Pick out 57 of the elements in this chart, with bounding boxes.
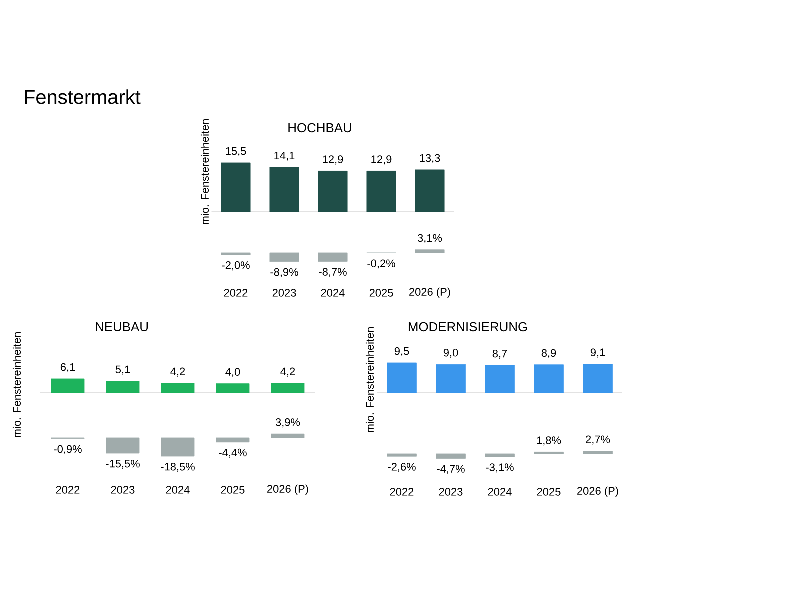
x-tick-label: 2025 bbox=[221, 486, 245, 494]
x-tick-label: 2023 bbox=[111, 486, 135, 494]
data-label: -18,5% bbox=[161, 463, 195, 472]
bar bbox=[270, 167, 300, 212]
x-tick-label: 2022 bbox=[56, 486, 80, 494]
data-label: 6,1 bbox=[60, 363, 76, 372]
y-axis-title: mio. Fenstereinheiten bbox=[366, 328, 374, 432]
y-axis-title: mio. Fenstereinheiten bbox=[12, 332, 22, 438]
chart-title: HOCHBAU bbox=[288, 123, 352, 133]
data-label: 5,1 bbox=[116, 366, 130, 375]
data-label: -3,1% bbox=[486, 464, 514, 473]
x-tick-label: 2026 (P) bbox=[410, 288, 450, 298]
data-label: 3,1% bbox=[418, 234, 442, 244]
data-label: 8,7 bbox=[492, 350, 508, 360]
y-axis-title: mio. Fenstereinheiten bbox=[200, 120, 210, 224]
data-label: 9,5 bbox=[394, 347, 410, 356]
bar bbox=[415, 170, 445, 212]
data-label: -4,7% bbox=[437, 465, 465, 474]
data-label: 1,8% bbox=[537, 436, 562, 446]
data-label: 8,9 bbox=[542, 349, 556, 358]
x-tick-label: 2023 bbox=[272, 289, 296, 297]
text: Fenstermarkt bbox=[25, 90, 141, 104]
data-label: -4,4% bbox=[219, 448, 247, 458]
data-label: 15,5 bbox=[226, 148, 246, 156]
data-label: 4,0 bbox=[226, 368, 240, 378]
data-label: 14,1 bbox=[274, 152, 295, 161]
x-tick-label: 2024 bbox=[321, 289, 345, 297]
bar bbox=[318, 171, 348, 212]
data-label: 9,0 bbox=[444, 349, 458, 358]
x-tick-label: 2023 bbox=[439, 488, 463, 496]
data-label: 2,7% bbox=[586, 436, 610, 445]
chart-title: NEUBAU bbox=[96, 322, 148, 332]
x-tick-label: 2024 bbox=[166, 486, 190, 494]
data-label: 13,3 bbox=[420, 154, 440, 164]
x-tick-label: 2025 bbox=[370, 289, 394, 297]
data-label: 3,9% bbox=[276, 418, 300, 428]
data-label: -2,6% bbox=[388, 463, 416, 472]
data-label: -0,2% bbox=[368, 260, 396, 269]
x-tick-label: 2024 bbox=[488, 488, 512, 496]
data-label: -2,0% bbox=[222, 262, 250, 271]
data-label: -0,9% bbox=[54, 445, 82, 454]
data-label: 12,9 bbox=[372, 156, 392, 165]
bar bbox=[366, 171, 396, 212]
x-tick-label: 2022 bbox=[390, 488, 414, 496]
x-tick-label: 2026 (P) bbox=[268, 484, 308, 496]
data-label: 4,2 bbox=[170, 368, 186, 377]
x-tick-label: 2025 bbox=[537, 488, 561, 496]
x-tick-label: 2022 bbox=[224, 289, 248, 297]
data-label: -8,7% bbox=[319, 268, 347, 278]
data-label: 12,9 bbox=[323, 156, 344, 165]
data-label: -15,5% bbox=[106, 460, 140, 470]
data-label: 4,2 bbox=[280, 368, 296, 377]
data-label: -8,9% bbox=[270, 268, 298, 278]
bar bbox=[221, 162, 251, 212]
data-label: 9,1 bbox=[590, 348, 606, 358]
chart-title: MODERNISIERUNG bbox=[408, 322, 528, 332]
x-tick-label: 2026 (P) bbox=[578, 486, 618, 498]
